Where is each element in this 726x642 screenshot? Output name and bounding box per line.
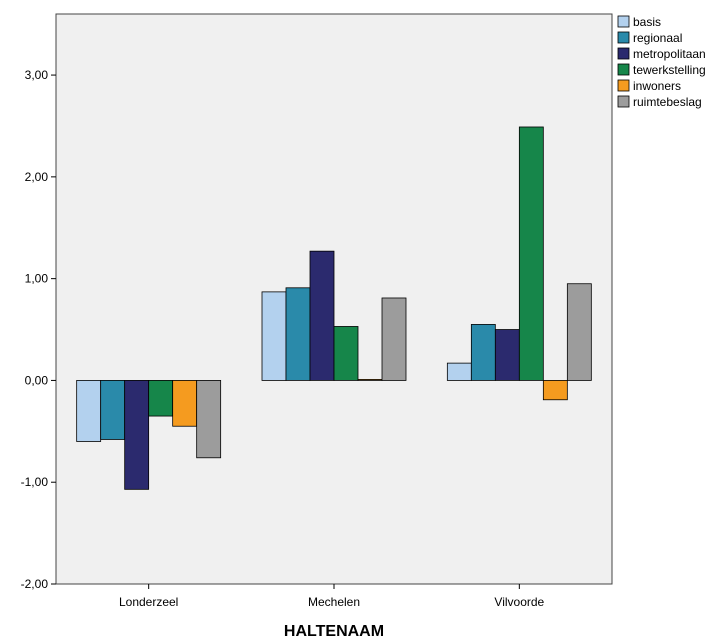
legend: basis regionaal metropolitaan tewerkstellin…: [617, 15, 706, 109]
bar-tewerkstelling-londerzeel: [148, 380, 174, 417]
legend-label-inwoners: inwoners: [633, 79, 681, 93]
legend-label-metropolitaan: metropolitaan: [633, 47, 706, 61]
x-axis: Londerzeel Mechelen Vilvoorde: [119, 584, 545, 609]
legend-label-tewerkstelling: tewerkstelling: [633, 63, 706, 77]
bar-inwoners-vilvoorde: [542, 380, 568, 401]
y-axis: -2,00 -1,00 0,00 1,00 2,00 3,00: [21, 68, 56, 591]
bar-ruimtebeslag-londerzeel: [196, 380, 222, 459]
legend-label-basis: basis: [633, 15, 661, 29]
x-tick-label: Mechelen: [308, 595, 360, 609]
x-tick-label: Vilvoorde: [494, 595, 544, 609]
bar-inwoners-mechelen: [357, 379, 383, 381]
bar-tewerkstelling-mechelen: [333, 326, 359, 381]
legend-label-ruimtebeslag: ruimtebeslag: [633, 95, 702, 109]
bar-regionaal-vilvoorde: [470, 324, 496, 381]
bar-metropolitaan-londerzeel: [124, 380, 150, 490]
legend-swatch-basis: [617, 15, 630, 28]
y-tick-label: 1,00: [25, 272, 49, 286]
y-tick-label: 0,00: [25, 373, 49, 387]
bar-ruimtebeslag-mechelen: [381, 297, 407, 381]
bar-basis-londerzeel: [76, 380, 102, 442]
y-tick-label: -2,00: [21, 577, 49, 591]
x-axis-title: HALTENAAM: [284, 623, 384, 640]
legend-swatch-ruimtebeslag: [617, 95, 630, 108]
bar-regionaal-mechelen: [285, 287, 311, 381]
bar-regionaal-londerzeel: [100, 380, 126, 440]
x-tick-label: Londerzeel: [119, 595, 178, 609]
bar-basis-vilvoorde: [446, 362, 472, 381]
bar-tewerkstelling-vilvoorde: [518, 126, 544, 381]
y-tick-label: 2,00: [25, 170, 49, 184]
bar-inwoners-londerzeel: [172, 380, 198, 427]
y-tick-label: 3,00: [25, 68, 49, 82]
bars-layer: [76, 126, 592, 490]
bar-ruimtebeslag-vilvoorde: [566, 283, 592, 381]
legend-swatch-inwoners: [617, 79, 630, 92]
legend-label-regionaal: regionaal: [633, 31, 682, 45]
y-tick-label: -1,00: [21, 475, 49, 489]
legend-swatch-tewerkstelling: [617, 63, 630, 76]
legend-swatch-regionaal: [617, 31, 630, 44]
legend-swatch-metropolitaan: [617, 47, 630, 60]
bar-basis-mechelen: [261, 291, 287, 381]
bar-metropolitaan-vilvoorde: [494, 329, 520, 381]
bar-metropolitaan-mechelen: [309, 250, 335, 381]
